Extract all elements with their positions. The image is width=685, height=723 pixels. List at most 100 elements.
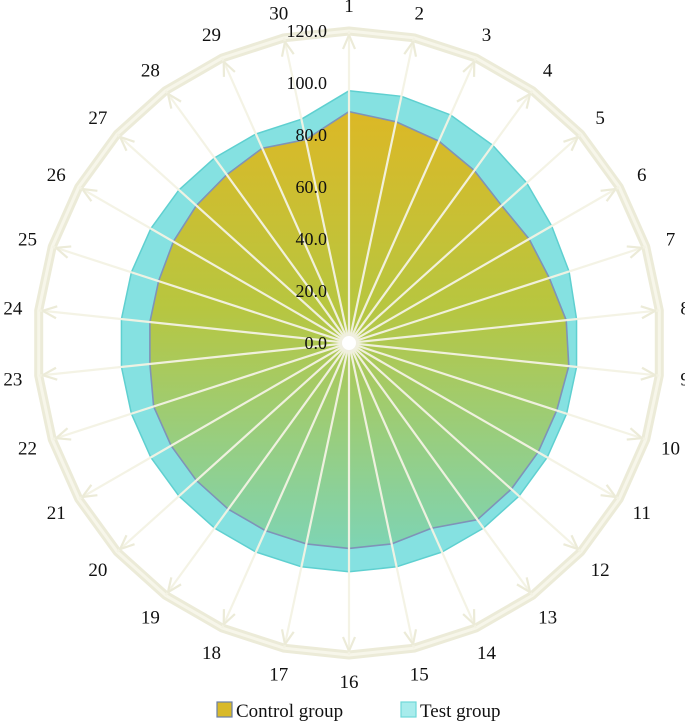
legend-item-control: Control group <box>216 701 343 722</box>
tick-label: 80.0 <box>296 125 328 145</box>
axis-spoke-4 <box>351 89 534 340</box>
axis-spoke-25 <box>51 245 345 343</box>
tick-label: 60.0 <box>296 177 328 197</box>
axis-arrowhead <box>403 629 418 646</box>
axis-arrowhead <box>563 135 579 152</box>
axis-spoke-18 <box>221 347 348 629</box>
axis-spoke-17 <box>280 347 349 649</box>
tick-label: 120.0 <box>287 21 328 41</box>
axis-spoke-29 <box>221 57 348 339</box>
axis-spoke-7 <box>353 245 647 343</box>
axis-spoke-9 <box>354 342 660 381</box>
axis-arrowhead <box>403 40 418 57</box>
axis-spoke-16 <box>341 348 357 655</box>
axis-arrowhead <box>119 135 135 152</box>
axis-spoke-12 <box>352 345 582 553</box>
axis-spoke-11 <box>352 344 620 500</box>
axis-arrowhead <box>462 60 476 77</box>
axis-arrowhead <box>222 60 236 77</box>
axis-spoke-21 <box>78 344 346 500</box>
axis-arrowhead <box>341 636 357 653</box>
category-label: 28 <box>141 61 160 82</box>
category-label: 20 <box>88 560 107 581</box>
axis-arrowhead <box>341 33 357 50</box>
legend-swatch-control <box>216 701 233 718</box>
axis-arrowhead <box>119 534 135 551</box>
axis-spoke-10 <box>353 343 647 441</box>
axis-arrowhead <box>166 92 182 109</box>
axis-spoke-14 <box>350 347 477 629</box>
category-label: 19 <box>141 607 160 628</box>
axis-arrowhead <box>626 427 644 441</box>
category-label: 11 <box>633 503 651 524</box>
category-label: 4 <box>543 61 553 82</box>
axis-arrowhead <box>166 577 182 594</box>
tick-label: 100.0 <box>287 73 328 93</box>
category-label: 3 <box>482 25 492 46</box>
axis-spoke-27 <box>116 133 346 341</box>
category-label: 15 <box>410 665 429 686</box>
category-label: 9 <box>680 369 685 390</box>
axis-arrowhead <box>600 484 617 499</box>
tick-label: 0.0 <box>305 333 328 353</box>
axis-arrowhead <box>462 609 476 626</box>
legend-label-control: Control group <box>236 701 343 722</box>
axis-arrowhead <box>563 534 579 551</box>
radial-tick-labels: 0.0 20.0 40.0 60.0 80.0 100.0 120.0 <box>287 21 328 353</box>
axis-arrowhead <box>81 484 98 499</box>
axis-arrowhead <box>516 92 532 109</box>
category-label: 14 <box>477 643 497 664</box>
axis-arrowhead <box>41 305 58 320</box>
axis-arrowhead <box>600 187 617 202</box>
axis-spoke-8 <box>354 305 660 344</box>
category-label: 10 <box>661 438 680 459</box>
axis-arrowhead <box>516 577 532 594</box>
legend-swatch-test <box>400 701 417 718</box>
category-label: 21 <box>47 503 66 524</box>
axis-arrowhead <box>54 245 72 259</box>
axis-spoke-19 <box>164 346 347 597</box>
axis-spoke-6 <box>352 186 620 342</box>
category-label: 8 <box>680 299 685 320</box>
axis-spoke-30 <box>280 37 349 339</box>
category-label: 27 <box>88 108 107 129</box>
legend: Control group Test group <box>216 701 500 722</box>
axis-spoke-20 <box>116 345 346 553</box>
radar-axes <box>38 31 660 655</box>
axis-arrowhead <box>640 305 657 320</box>
category-label: 25 <box>18 230 37 251</box>
category-label: 1 <box>344 0 354 17</box>
axis-arrowhead <box>280 40 295 57</box>
axis-arrowhead <box>54 427 72 441</box>
axis-spoke-28 <box>164 89 347 340</box>
category-label: 2 <box>415 3 425 24</box>
legend-item-test: Test group <box>400 701 500 722</box>
category-label: 12 <box>591 560 610 581</box>
tick-label: 20.0 <box>296 281 328 301</box>
axis-spoke-3 <box>350 57 477 339</box>
axis-arrowhead <box>640 366 657 381</box>
axis-spoke-1 <box>341 31 357 338</box>
category-label: 5 <box>595 108 605 129</box>
category-label: 24 <box>3 299 23 320</box>
axis-arrowhead <box>280 629 295 646</box>
category-label: 26 <box>47 165 66 186</box>
category-label: 29 <box>202 25 221 46</box>
axis-spoke-23 <box>38 342 344 381</box>
axis-spoke-22 <box>51 343 345 441</box>
center-hub <box>340 334 358 352</box>
axis-spoke-26 <box>78 186 346 342</box>
axis-spoke-15 <box>349 347 418 649</box>
category-label: 23 <box>3 369 22 390</box>
axis-spoke-24 <box>38 305 344 344</box>
tick-label: 40.0 <box>296 229 328 249</box>
category-label: 13 <box>538 607 557 628</box>
category-label: 17 <box>269 665 288 686</box>
axis-arrowhead <box>626 245 644 259</box>
category-label: 30 <box>269 3 288 24</box>
axis-arrowhead <box>41 366 58 381</box>
category-labels: 1234567891011121314151617181920212223242… <box>3 0 685 693</box>
legend-label-test: Test group <box>420 701 500 722</box>
category-label: 7 <box>666 230 676 251</box>
